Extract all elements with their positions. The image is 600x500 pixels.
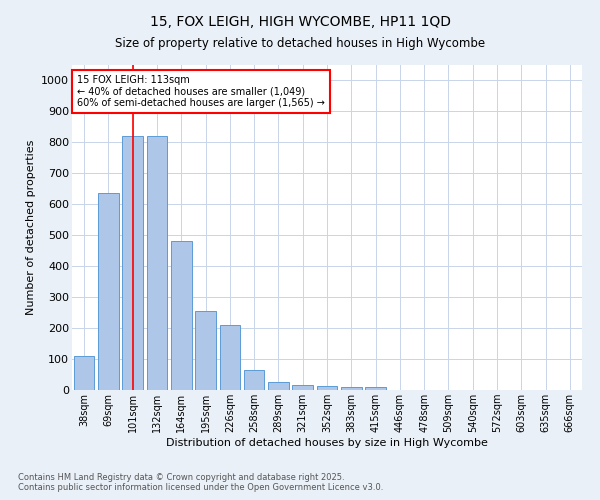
Bar: [244, 370, 265, 390]
Bar: [268, 382, 289, 390]
Bar: [341, 387, 362, 390]
Text: 15 FOX LEIGH: 113sqm
← 40% of detached houses are smaller (1,049)
60% of semi-de: 15 FOX LEIGH: 113sqm ← 40% of detached h…: [77, 74, 325, 108]
Bar: [220, 325, 240, 390]
Bar: [292, 384, 313, 390]
Text: 15, FOX LEIGH, HIGH WYCOMBE, HP11 1QD: 15, FOX LEIGH, HIGH WYCOMBE, HP11 1QD: [149, 15, 451, 29]
Bar: [98, 194, 119, 390]
Bar: [74, 356, 94, 390]
Y-axis label: Number of detached properties: Number of detached properties: [26, 140, 35, 315]
Bar: [171, 242, 191, 390]
Text: Size of property relative to detached houses in High Wycombe: Size of property relative to detached ho…: [115, 38, 485, 51]
Bar: [195, 311, 216, 390]
Bar: [365, 387, 386, 390]
Bar: [317, 386, 337, 390]
Text: Contains HM Land Registry data © Crown copyright and database right 2025.
Contai: Contains HM Land Registry data © Crown c…: [18, 473, 383, 492]
X-axis label: Distribution of detached houses by size in High Wycombe: Distribution of detached houses by size …: [166, 438, 488, 448]
Bar: [146, 136, 167, 390]
Bar: [122, 136, 143, 390]
